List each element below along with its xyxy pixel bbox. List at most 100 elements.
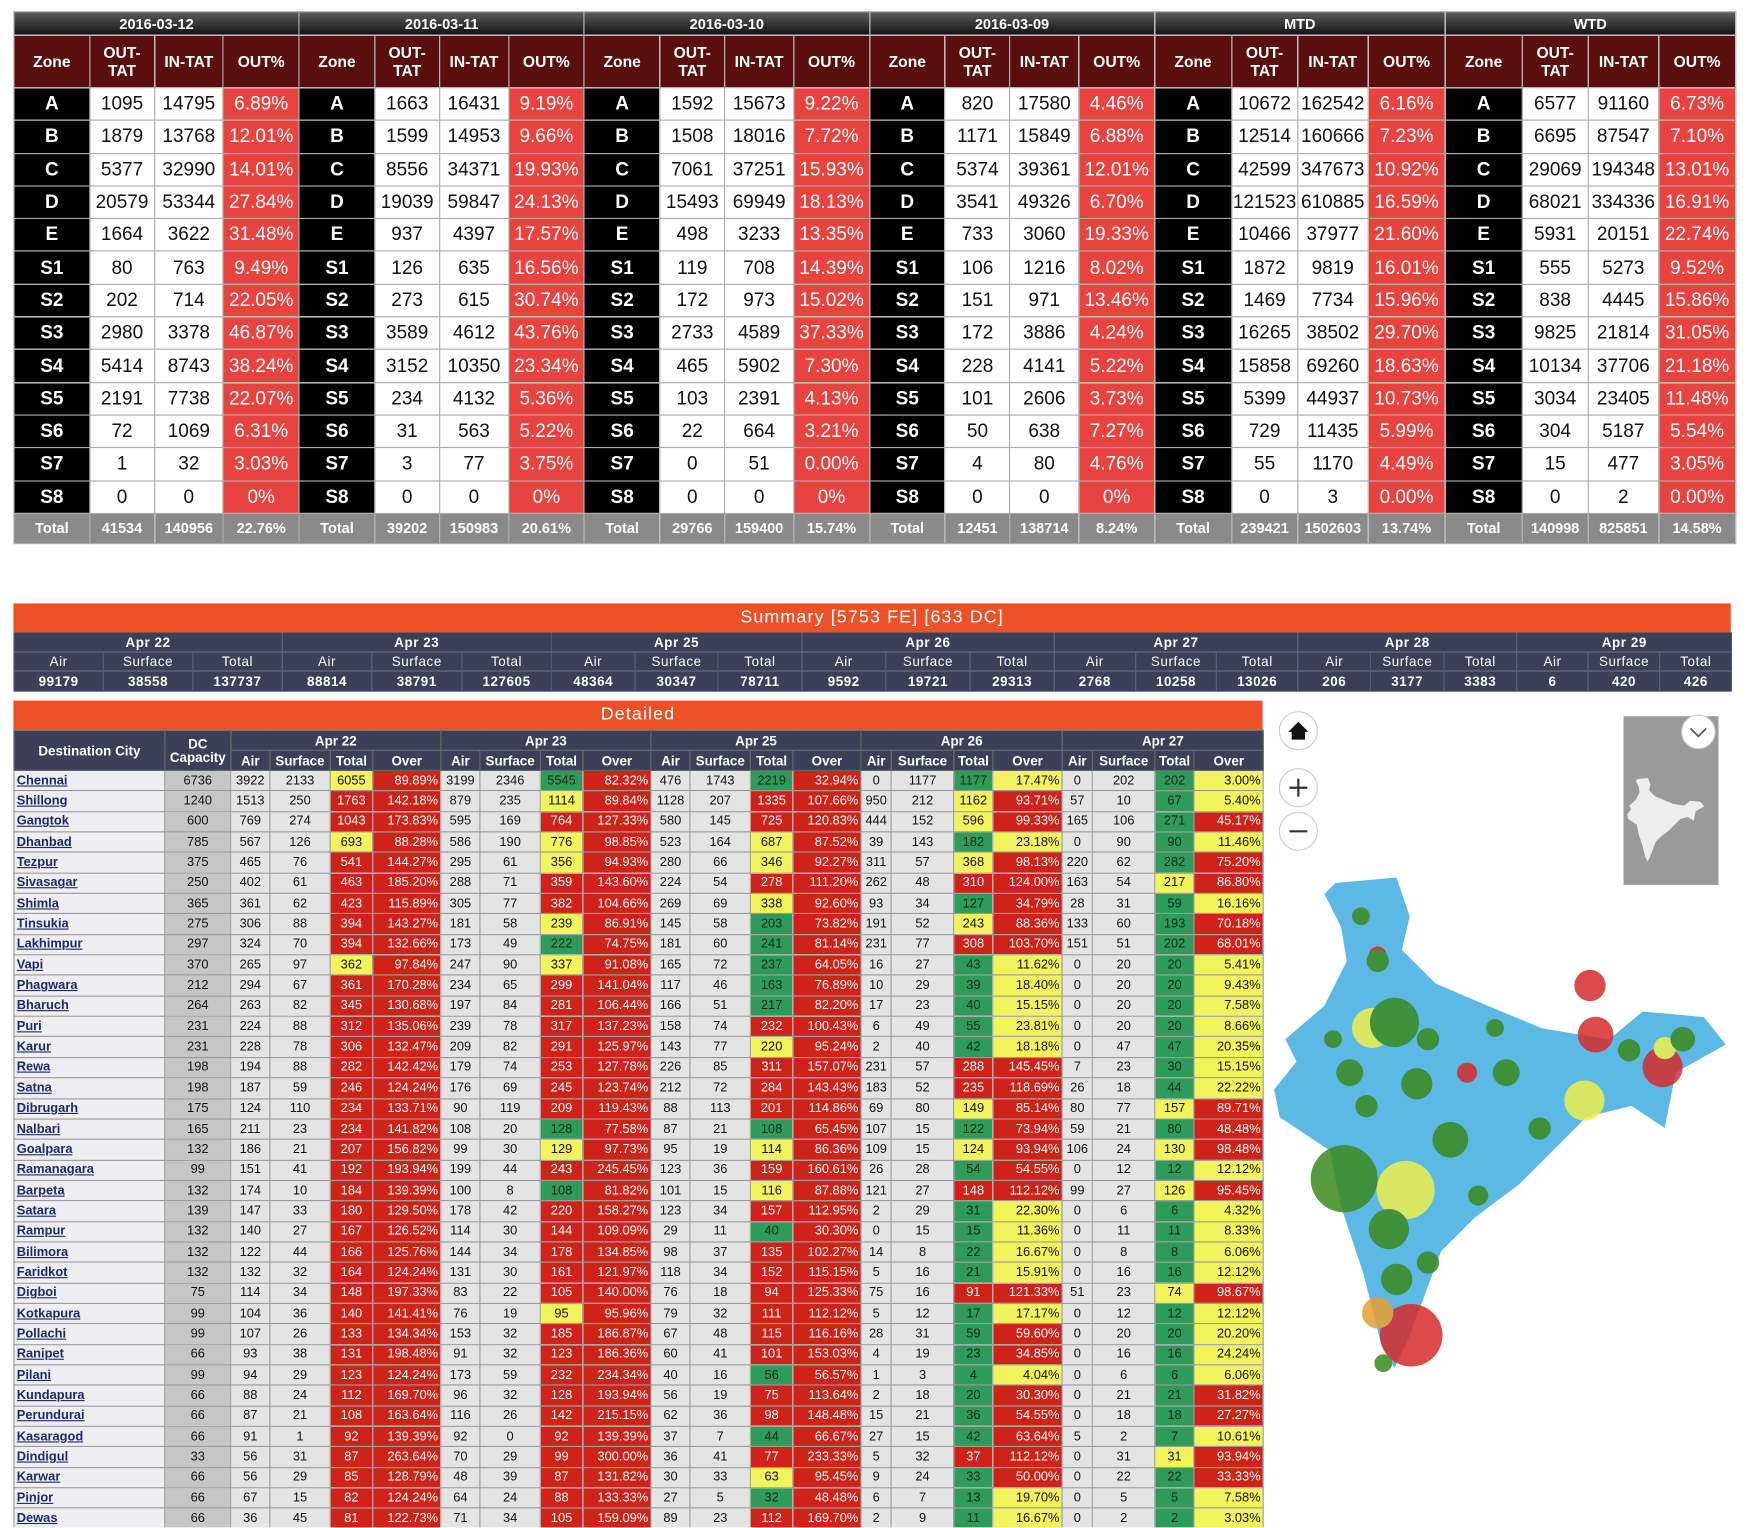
cell: 5.36% — [507, 381, 585, 416]
value-cell: 13026 — [1216, 670, 1298, 692]
city-link[interactable]: Goalpara — [16, 1142, 73, 1157]
city-link[interactable]: Faridkot — [16, 1265, 68, 1280]
cell: 638 — [1009, 414, 1080, 449]
city-link[interactable]: Dewas — [16, 1511, 58, 1526]
city-link[interactable]: Karwar — [16, 1470, 61, 1485]
city-link[interactable]: Dhanbad — [16, 835, 72, 849]
cell: S2 — [298, 283, 376, 318]
air-cell: 2 — [860, 1200, 892, 1222]
over-cell: 16.16% — [1193, 892, 1264, 915]
air-cell: 3922 — [230, 769, 271, 792]
over-cell: 148.48% — [792, 1405, 862, 1427]
cell: S4 — [1444, 349, 1523, 383]
city-link[interactable]: Kundapura — [16, 1388, 85, 1403]
air-cell: 586 — [440, 831, 481, 853]
city-link[interactable]: Satna — [16, 1081, 52, 1095]
city-link[interactable]: Karur — [16, 1040, 52, 1054]
surface-cell: 90 — [1091, 831, 1156, 853]
city-link[interactable]: Rewa — [16, 1060, 51, 1075]
city-link[interactable]: Lakhimpur — [16, 937, 83, 952]
surface-cell: 77 — [689, 1036, 751, 1058]
total-cell: 12 — [1154, 1302, 1195, 1325]
surface-cell: 202 — [1091, 769, 1156, 792]
air-cell: 76 — [440, 1302, 481, 1325]
cell: 29.70% — [1367, 316, 1446, 351]
total-cell: 42 — [953, 1036, 994, 1058]
city-link[interactable]: Dindigul — [16, 1450, 69, 1464]
cell: 19039 — [374, 185, 440, 220]
over-cell: 12.12% — [1193, 1159, 1264, 1181]
city-link[interactable]: Puri — [16, 1019, 42, 1034]
over-cell: 88.28% — [372, 831, 442, 853]
city-link[interactable]: Vapi — [16, 958, 44, 972]
data-row: A 1095 14795 6.89% A 1663 16431 9.19% A 1592 15673… — [13, 87, 1737, 122]
over-cell: 95.96% — [582, 1302, 652, 1325]
data-row: Shillong 1240 1513 250 1763 142.18% 879 235 1114… — [13, 790, 1264, 812]
cell: 8556 — [374, 152, 440, 187]
total-cell: 21 — [953, 1261, 994, 1284]
city-link[interactable]: Kotkapura — [16, 1306, 81, 1321]
value-cell: 78711 — [717, 670, 802, 692]
city-link[interactable]: Phagwara — [16, 978, 78, 993]
city-link[interactable]: Pinjor — [16, 1491, 54, 1505]
over-cell: 112.12% — [992, 1446, 1063, 1468]
city-link[interactable]: Ramanagara — [16, 1163, 94, 1177]
cell: 6.73% — [1657, 87, 1737, 122]
city-link[interactable]: Rampur — [16, 1224, 66, 1239]
cell: C — [868, 152, 946, 187]
data-row: D 20579 53344 27.84% D 19039 59847 24.13% D 15493… — [13, 185, 1737, 220]
air-cell: 91 — [230, 1425, 271, 1448]
surface-cell: 30 — [479, 1138, 541, 1161]
over-cell: 15.15% — [992, 995, 1063, 1017]
cell: 16.91% — [1657, 185, 1737, 220]
inset-toggle[interactable] — [1681, 714, 1716, 750]
surface-cell: 8 — [890, 1241, 955, 1263]
surface-cell: 23 — [1091, 1056, 1156, 1079]
capacity-cell: 66 — [164, 1487, 232, 1509]
cell: 2191 — [89, 381, 155, 416]
city-link[interactable]: Pilani — [16, 1368, 52, 1382]
air-cell: 0 — [1061, 1446, 1093, 1468]
city-link[interactable]: Kasaragod — [16, 1429, 84, 1444]
capacity-cell: 264 — [164, 995, 232, 1017]
over-cell: 15.91% — [992, 1261, 1063, 1284]
city-link[interactable]: Digboi — [16, 1286, 57, 1300]
surface-cell: 5 — [689, 1487, 751, 1509]
city-cell: Karwar — [13, 1466, 166, 1489]
city-link[interactable]: Sivasagar — [16, 876, 78, 890]
surface-cell: 72 — [689, 954, 751, 976]
over-cell: 169.70% — [372, 1384, 442, 1407]
city-link[interactable]: Shimla — [16, 896, 59, 911]
city-link[interactable]: Tezpur — [16, 855, 58, 870]
map — [1273, 711, 1727, 1373]
city-link[interactable]: Bharuch — [16, 999, 69, 1013]
cell: 21.18% — [1657, 349, 1737, 383]
total-cell: 74 — [1154, 1282, 1195, 1304]
surface-cell: 20 — [1091, 995, 1156, 1017]
air-cell: 0 — [1061, 1015, 1093, 1038]
city-link[interactable]: Bilimora — [16, 1245, 69, 1259]
total-cell: 192 — [329, 1159, 374, 1181]
city-link[interactable]: Perundurai — [16, 1409, 85, 1423]
city-link[interactable]: Shillong — [16, 794, 68, 808]
air-cell: 75 — [860, 1282, 892, 1304]
city-link[interactable]: Dibrugarh — [16, 1101, 79, 1116]
total-cell: 725 — [749, 810, 794, 833]
city-cell: Perundurai — [13, 1405, 166, 1427]
cell: 763 — [153, 250, 224, 285]
india-shape — [1273, 876, 1727, 1370]
city-link[interactable]: Satara — [16, 1204, 57, 1218]
column-header: Surface — [269, 749, 331, 771]
city-link[interactable]: Barpeta — [16, 1183, 65, 1198]
city-link[interactable]: Ranipet — [16, 1347, 64, 1362]
cell: 1592 — [659, 87, 726, 122]
city-link[interactable]: Tinsukia — [16, 917, 69, 931]
city-cell: Dindigul — [13, 1446, 166, 1468]
total-cell: 40 — [953, 995, 994, 1017]
city-link[interactable]: Nalbari — [16, 1122, 61, 1136]
total-cell: 5 — [1154, 1487, 1195, 1509]
city-link[interactable]: Gangtok — [16, 814, 69, 829]
city-link[interactable]: Pollachi — [16, 1327, 67, 1341]
city-link[interactable]: Chennai — [16, 773, 68, 788]
cell: 304 — [1521, 414, 1589, 449]
